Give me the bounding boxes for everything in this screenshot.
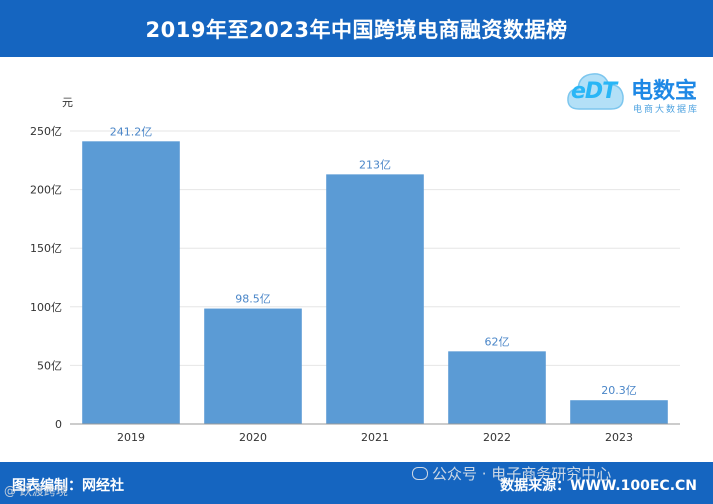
bars: [82, 141, 668, 424]
bar: [82, 141, 180, 424]
x-tick-label: 2023: [605, 431, 633, 444]
y-tick-label: 250亿: [30, 125, 62, 138]
chart-title-bar: 2019年至2023年中国跨境电商融资数据榜: [0, 0, 713, 57]
data-label: 98.5亿: [235, 293, 271, 306]
data-label: 62亿: [485, 335, 510, 348]
watermark-official-account: 公众号 · 电子商务研究中心: [412, 463, 611, 484]
bar: [570, 400, 668, 424]
data-label: 241.2亿: [110, 125, 153, 138]
logo-subtitle: 电商大数据库: [633, 105, 700, 115]
bar: [448, 351, 546, 424]
cloud-icon: [567, 73, 624, 110]
footer-compiler: 图表编制：网经社: [12, 478, 124, 494]
y-tick-label: 50亿: [37, 359, 62, 372]
footer-source: 数据来源：WWW.100EC.CN: [500, 478, 697, 494]
data-label: 20.3亿: [601, 384, 637, 397]
logo-name: 电数宝: [631, 79, 698, 104]
y-axis-label: 元: [62, 96, 73, 109]
chart-title: 2019年至2023年中国跨境电商融资数据榜: [145, 17, 568, 42]
watermark-right-text: 公众号 · 电子商务研究中心: [432, 465, 612, 483]
logo: eDT 电数宝 电商大数据库: [565, 63, 710, 119]
chat-icon: [412, 467, 428, 480]
y-tick-label: 100亿: [30, 301, 62, 314]
x-tick-label: 2019: [117, 431, 145, 444]
y-tick-label: 150亿: [30, 242, 62, 255]
x-tick-label: 2022: [483, 431, 511, 444]
y-tick-label: 0: [55, 418, 62, 431]
bar: [326, 174, 424, 424]
y-tick-label: 200亿: [30, 184, 62, 197]
data-label: 213亿: [359, 158, 391, 171]
x-tick-label: 2020: [239, 431, 267, 444]
bar-chart: 0 50亿 100亿 150亿 200亿 250亿 元 241.2亿 98.5亿 213亿 62…: [30, 96, 680, 444]
watermark-author: @ 跃渡跨境: [4, 484, 68, 498]
y-axis-ticks: 0 50亿 100亿 150亿 200亿 250亿: [30, 125, 62, 431]
footer-bar: 图表编制：网经社 数据来源：WWW.100EC.CN: [0, 462, 713, 504]
x-tick-label: 2021: [361, 431, 389, 444]
x-axis-ticks: 2019 2020 2021 2022 2023: [117, 431, 633, 444]
data-labels: 241.2亿 98.5亿 213亿 62亿 20.3亿: [110, 125, 637, 397]
logo-letters: eDT: [571, 79, 617, 104]
bar: [204, 308, 302, 424]
